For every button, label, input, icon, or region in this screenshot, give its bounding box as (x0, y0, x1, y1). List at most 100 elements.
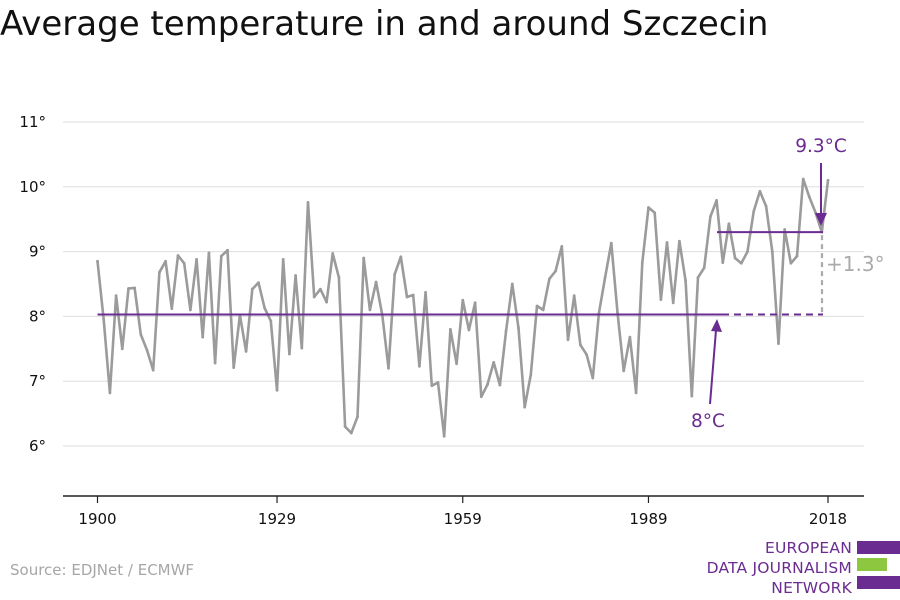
recent-average-label: 9.3°C (795, 136, 847, 157)
logo-line-3: NETWORK (771, 579, 852, 597)
data-point (498, 383, 502, 387)
data-point (312, 295, 316, 299)
logo-line-2: DATA JOURNALISM (706, 559, 852, 577)
data-point (467, 328, 471, 332)
data-point (275, 388, 279, 392)
data-point (257, 281, 260, 285)
data-point (690, 394, 694, 398)
y-tick-label: 10° (19, 178, 46, 196)
data-point (578, 343, 582, 347)
data-point (405, 295, 409, 299)
baseline-arrow-line (709, 329, 717, 405)
data-point (226, 248, 229, 252)
logo-bar-3 (857, 576, 900, 589)
data-point (715, 199, 718, 202)
x-tick-label: 1959 (444, 510, 482, 528)
data-point (733, 256, 737, 260)
data-point (436, 381, 440, 384)
data-point (708, 215, 712, 219)
data-point (640, 261, 644, 265)
data-point (269, 319, 273, 323)
data-point (647, 206, 650, 209)
data-point (325, 300, 328, 304)
data-point (158, 270, 161, 274)
data-point (770, 250, 774, 254)
recent-average-arrowhead (815, 213, 827, 226)
data-point (566, 338, 570, 342)
data-point (461, 298, 465, 302)
x-tick-label: 1900 (78, 510, 116, 528)
data-point (356, 415, 359, 419)
data-point (337, 276, 341, 279)
data-point (195, 257, 198, 261)
data-point (294, 274, 298, 277)
data-point (517, 326, 520, 330)
data-point (232, 366, 236, 369)
data-point (182, 261, 186, 265)
data-point (752, 210, 756, 213)
data-point (789, 261, 793, 265)
data-point (535, 304, 539, 308)
data-point (430, 384, 434, 388)
data-point (455, 362, 458, 366)
series-layer (96, 177, 830, 438)
data-point (387, 366, 390, 370)
data-point (207, 251, 211, 255)
chart-title: Average temperature in and around Szczec… (0, 4, 769, 44)
data-point (318, 287, 322, 291)
y-axis-labels: 6° 7° 8° 9° 10° 11° (19, 113, 46, 455)
data-point (622, 369, 626, 373)
data-point (572, 294, 576, 298)
data-point (486, 383, 489, 386)
data-point (801, 177, 805, 181)
logo-bar-2 (857, 558, 887, 571)
data-point (758, 189, 762, 193)
data-point (808, 195, 811, 199)
data-point (362, 256, 366, 260)
gridlines (63, 121, 864, 447)
data-point (418, 364, 421, 368)
data-point (201, 335, 205, 339)
reference-lines (97, 231, 823, 316)
data-point (529, 373, 533, 377)
data-point (504, 329, 508, 333)
data-point (349, 431, 353, 435)
data-point (374, 280, 378, 284)
x-axis-labels: 1900 1929 1959 1989 2018 (78, 510, 847, 528)
data-point (164, 259, 167, 263)
data-point (609, 241, 613, 245)
data-point (170, 307, 174, 311)
data-point (393, 272, 397, 276)
y-tick-label: 8° (29, 307, 46, 325)
data-point (634, 391, 638, 395)
data-point (523, 405, 527, 409)
data-point (448, 327, 452, 331)
data-point (288, 352, 291, 356)
data-point (727, 222, 731, 226)
data-point (585, 353, 588, 357)
data-point (139, 333, 143, 336)
data-point (263, 306, 267, 310)
difference-label: +1.3° (826, 252, 885, 276)
data-point (108, 391, 112, 395)
data-point (739, 261, 743, 265)
data-point (721, 261, 725, 265)
data-point (281, 257, 285, 261)
data-point (96, 259, 99, 263)
data-point (591, 376, 595, 380)
data-point (671, 301, 675, 305)
x-tick-label: 1929 (258, 510, 296, 528)
data-point (492, 361, 496, 364)
data-point (541, 308, 545, 312)
data-point (653, 211, 657, 215)
data-point (696, 276, 700, 279)
x-axis (63, 495, 864, 503)
logo-line-1: EUROPEAN (764, 539, 852, 557)
data-point (442, 434, 446, 438)
logo-bar-1 (857, 541, 900, 554)
data-point (151, 368, 155, 372)
data-point (777, 342, 780, 346)
data-point (127, 287, 130, 290)
data-point (783, 228, 787, 231)
data-point (120, 347, 124, 351)
